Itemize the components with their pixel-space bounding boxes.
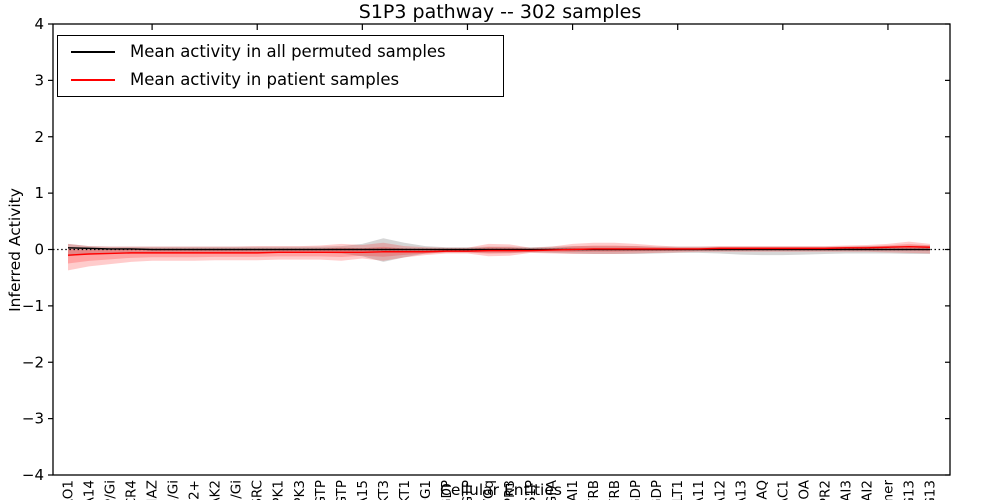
- x-category-label: GNAQ: [754, 480, 770, 500]
- x-category-label: SRC: [250, 480, 266, 500]
- chart-title: S1P3 pathway -- 302 samples: [358, 1, 642, 23]
- x-category-label: GNA15: [355, 480, 371, 500]
- y-tick-label: 1: [34, 184, 44, 202]
- x-category-label: FLT1: [670, 480, 686, 500]
- x-category-label: mol:S1P: [523, 480, 539, 500]
- line-permuted: [67, 247, 930, 251]
- x-category-label: GNA14: [82, 480, 98, 500]
- legend: Mean activity in all permuted samples Me…: [57, 35, 504, 97]
- x-category-label: Rac1/GDP: [628, 480, 644, 500]
- x-category-label: S1PR2: [817, 480, 833, 500]
- x-category-label: RhoA/GTP: [334, 480, 350, 500]
- legend-entry-patient: Mean activity in patient samples: [71, 69, 503, 91]
- x-category-label: JAK2: [208, 480, 224, 500]
- y-tick-label: 2: [34, 128, 44, 146]
- x-category-label: RAC1: [775, 480, 791, 500]
- x-category-label: S1P/S1P3/Gi: [166, 480, 182, 500]
- x-category-label: mol:GDP: [439, 480, 455, 500]
- x-category-label: S1P/S1P3/G12/G13: [923, 480, 939, 500]
- x-category-label: S1P1/S1P/Gi: [103, 480, 119, 500]
- y-tick-label: −2: [22, 353, 44, 371]
- x-category-label: RHOA: [796, 479, 812, 500]
- x-category-label: PDGFRB: [607, 480, 623, 500]
- y-tick-label: 4: [34, 15, 44, 33]
- x-category-label: S1P/S1P2/Gi: [229, 480, 245, 500]
- y-axis-label: Inferred Activity: [6, 188, 24, 312]
- x-category-label: VEGFR1 homodimer/VEGFA homodimer: [880, 480, 896, 500]
- x-category-label: PDGFB-D/PDGFRB: [586, 480, 602, 500]
- x-category-label: RhoA/GDP: [649, 480, 665, 500]
- x-category-label: mol:Ca2+: [187, 480, 203, 500]
- x-category-label: GNA13: [733, 480, 749, 500]
- x-category-label: GNA12: [712, 480, 728, 500]
- x-category-label: GNAI2: [859, 480, 875, 500]
- y-tick-label: −1: [22, 297, 44, 315]
- x-category-label: AKT1: [397, 480, 413, 500]
- x-category-label: S1PR3: [502, 480, 518, 500]
- y-tick-label: 3: [34, 71, 44, 89]
- legend-line-permuted-icon: [71, 51, 115, 54]
- legend-entry-permuted: Mean activity in all permuted samples: [71, 41, 503, 63]
- x-category-label: EDG1: [418, 480, 434, 500]
- y-tick-label: 0: [34, 241, 44, 259]
- x-category-label: AKT3: [376, 480, 392, 500]
- x-category-label: GNAZ: [145, 480, 161, 500]
- x-category-label: MAPK3: [292, 480, 308, 500]
- x-category-label: GNAO1: [61, 480, 77, 500]
- x-category-label: GNA11: [691, 480, 707, 500]
- x-category-label: S1P/S1P3/Gq: [481, 480, 497, 500]
- x-category-label: CXCR4: [124, 480, 140, 500]
- x-category-label: mol:GTP: [460, 480, 476, 500]
- legend-label-permuted: Mean activity in all permuted samples: [130, 42, 446, 62]
- x-category-label: GNAI3: [838, 480, 854, 500]
- x-category-label: VEGFA: [544, 479, 560, 500]
- y-tick-label: −3: [22, 410, 44, 428]
- x-category-label: MAPK1: [271, 480, 287, 500]
- legend-label-patient: Mean activity in patient samples: [130, 69, 400, 89]
- legend-line-patient-icon: [71, 78, 115, 81]
- x-category-label: Rac1/GTP: [313, 480, 329, 500]
- line-patient: [67, 245, 931, 256]
- x-category-label: GNAI1: [565, 480, 581, 500]
- x-axis-label: Cellular Entities: [440, 481, 562, 499]
- y-tick-label: −4: [22, 466, 44, 484]
- x-category-label: G12/G13: [901, 480, 917, 500]
